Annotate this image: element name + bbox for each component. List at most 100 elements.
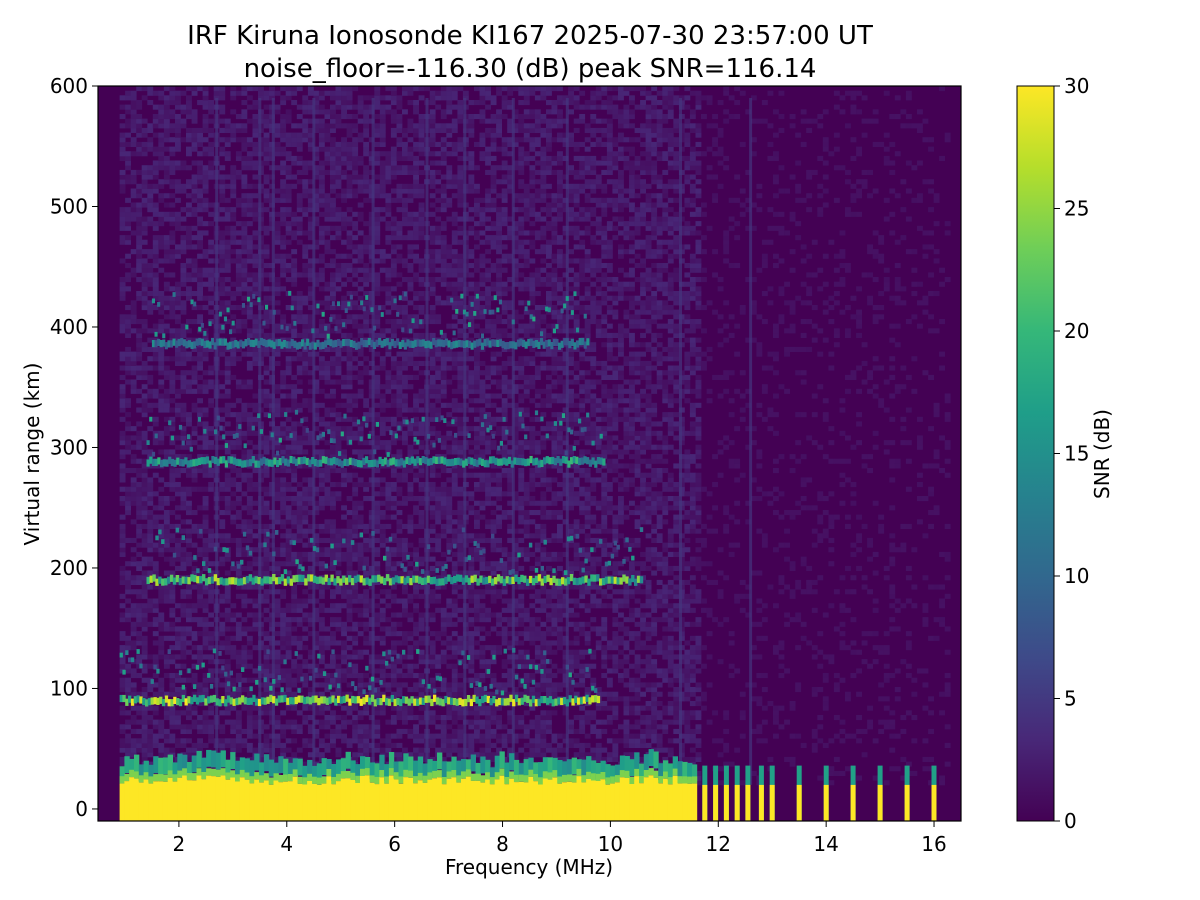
noise-cell (235, 127, 242, 133)
noise-cell (136, 579, 143, 585)
noise-cell (246, 193, 253, 199)
noise-cell (307, 663, 314, 669)
noise-cell (158, 90, 165, 96)
noise-cell (241, 523, 248, 529)
noise-cell (307, 612, 314, 618)
noise-cell (385, 197, 392, 203)
noise-cell (324, 155, 331, 161)
noise-cell (280, 118, 287, 124)
noise-cell (224, 388, 231, 394)
noise-cell (130, 626, 137, 632)
noise-cell (274, 388, 281, 394)
noise-cell (246, 500, 253, 506)
noise-cell (363, 132, 370, 138)
noise-cell (235, 631, 242, 637)
noise-cell (335, 272, 342, 278)
noise-cell (191, 114, 198, 120)
noise-cell (385, 151, 392, 157)
noise-cell (125, 510, 131, 516)
noise-cell (352, 486, 359, 492)
noise-cell (224, 197, 231, 203)
noise-cell (186, 510, 192, 516)
noise-cell (208, 542, 215, 548)
noise-cell (147, 561, 154, 567)
noise-cell (230, 412, 237, 418)
noise-cell (413, 211, 419, 217)
noise-cell (219, 118, 226, 124)
noise-cell (330, 561, 336, 567)
noise-cell (285, 230, 292, 236)
noise-cell (246, 160, 253, 166)
noise-cell (307, 705, 314, 711)
noise-cell (169, 374, 176, 380)
noise-cell (125, 733, 131, 739)
noise-cell (208, 365, 215, 371)
noise-cell (202, 645, 209, 651)
noise-cell (241, 472, 248, 478)
noise-cell (413, 346, 419, 352)
noise-cell (263, 207, 270, 213)
noise-cell (158, 430, 165, 436)
noise-cell (390, 230, 397, 236)
noise-cell (119, 687, 126, 693)
noise-cell (241, 519, 248, 525)
noise-cell (252, 598, 259, 604)
noise-cell (402, 183, 408, 189)
noise-cell (402, 728, 408, 734)
noise-cell (191, 267, 198, 273)
noise-cell (175, 165, 181, 171)
noise-cell (335, 556, 342, 562)
noise-cell (119, 728, 126, 734)
noise-cell (324, 323, 331, 329)
noise-cell (307, 90, 314, 96)
noise-cell (296, 533, 303, 539)
noise-cell (252, 444, 259, 450)
noise-cell (202, 742, 209, 748)
noise-cell (341, 188, 347, 194)
noise-cell (346, 510, 353, 516)
noise-cell (385, 155, 392, 161)
noise-cell (141, 491, 148, 497)
noise-cell (385, 300, 392, 306)
noise-cell (219, 510, 226, 516)
noise-cell (291, 393, 298, 399)
noise-cell (125, 640, 131, 646)
noise-cell (307, 486, 314, 492)
noise-cell (396, 374, 403, 380)
noise-cell (191, 440, 198, 446)
noise-cell (296, 407, 303, 413)
noise-cell (191, 570, 198, 576)
noise-cell (407, 235, 414, 241)
noise-cell (291, 603, 298, 609)
noise-cell (324, 114, 331, 120)
noise-cell (147, 715, 154, 721)
noise-cell (202, 617, 209, 623)
noise-cell (390, 132, 397, 138)
noise-cell (379, 193, 386, 199)
noise-cell (202, 635, 209, 641)
noise-cell (230, 612, 237, 618)
noise-cell (175, 132, 181, 138)
noise-cell (396, 155, 403, 161)
noise-cell (274, 738, 281, 744)
noise-cell (158, 141, 165, 147)
noise-cell (208, 593, 215, 599)
noise-cell (158, 486, 165, 492)
noise-cell (291, 132, 298, 138)
noise-cell (363, 416, 370, 422)
noise-cell (191, 132, 198, 138)
noise-cell (313, 691, 320, 697)
noise-cell (230, 477, 237, 483)
noise-cell (396, 253, 403, 259)
noise-cell (390, 621, 397, 627)
noise-cell (119, 528, 126, 534)
noise-cell (341, 449, 347, 455)
noise-cell (307, 351, 314, 357)
noise-cell (252, 328, 259, 334)
noise-cell (163, 165, 170, 171)
noise-cell (285, 132, 292, 138)
noise-cell (169, 407, 176, 413)
noise-cell (125, 421, 131, 427)
noise-cell (136, 221, 143, 227)
noise-cell (230, 430, 237, 436)
